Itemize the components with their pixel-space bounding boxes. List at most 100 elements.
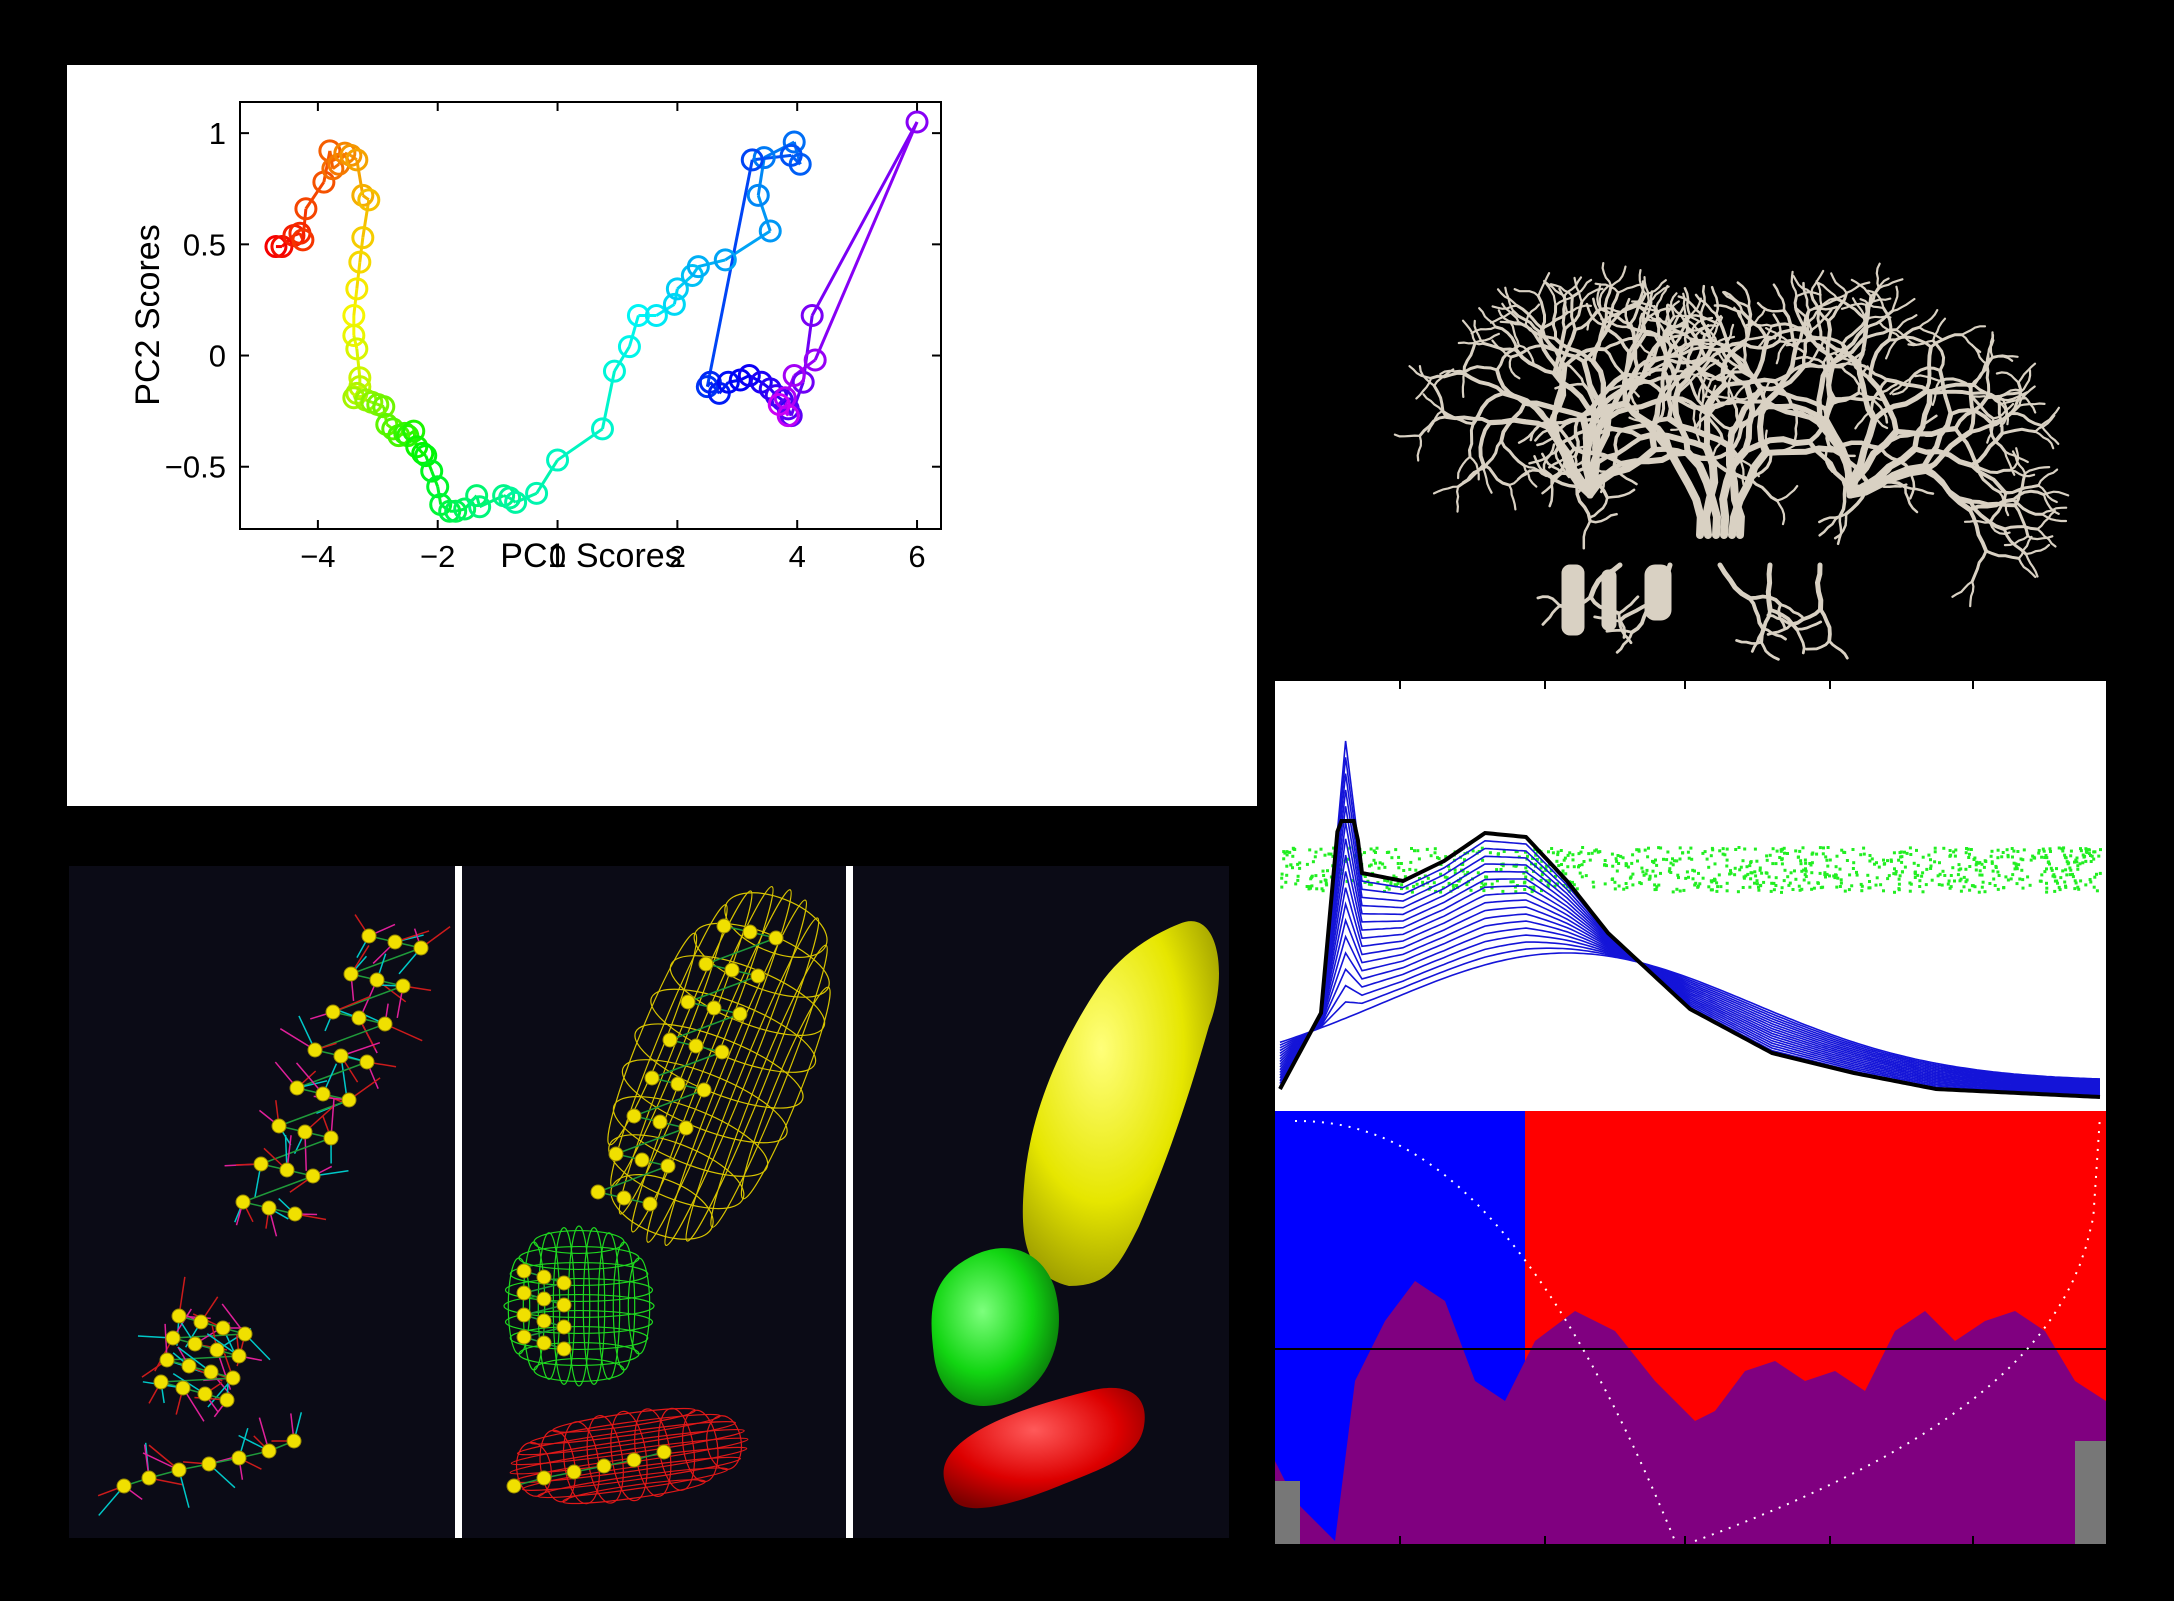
vessel-branch — [1703, 410, 1725, 443]
scatter-dot — [1875, 861, 1878, 865]
scatter-dot — [1738, 868, 1742, 872]
trajectory-segment — [705, 159, 754, 387]
scatter-dot — [1840, 848, 1844, 852]
vessel-branch — [1677, 354, 1708, 378]
scatter-dot — [1908, 846, 1912, 850]
scatter-dot — [2011, 855, 2014, 859]
scatter-dot — [1779, 849, 1783, 853]
scatter-dot — [1285, 873, 1289, 877]
vessel-branch — [1664, 320, 1683, 353]
trajectory-segment — [304, 181, 326, 210]
vessel-branch — [1806, 339, 1825, 366]
vessel-branch — [1766, 613, 1793, 626]
scatter-dot — [1439, 872, 1443, 876]
vessel-branch — [1496, 288, 1519, 307]
scatter-dot — [1942, 846, 1946, 850]
scatter-dot — [1305, 885, 1309, 888]
medial-atom — [642, 1196, 658, 1212]
vessel-branch — [1494, 325, 1519, 352]
scatter-dot — [2077, 887, 2081, 891]
scatter-dot — [1389, 881, 1393, 885]
scatter-dot — [1780, 886, 1784, 890]
vessel-branch — [2034, 430, 2055, 450]
scatter-dot — [1898, 851, 1902, 855]
wireframe-ring — [627, 1257, 651, 1355]
scatter-dot — [1562, 858, 1566, 862]
vessel-branch — [1816, 362, 1832, 427]
x-tick-label: −2 — [420, 539, 455, 574]
scatter-dot — [1821, 852, 1825, 856]
scatter-dot — [1685, 870, 1689, 874]
vessel-branch — [1587, 496, 1609, 519]
trajectory-segment — [424, 455, 434, 472]
scatter-dot — [1369, 883, 1373, 887]
medial-atom — [231, 1348, 247, 1364]
scatter-dot — [1376, 881, 1380, 885]
scatter-dot — [1582, 860, 1586, 863]
skeleton-edge — [166, 1355, 240, 1361]
vessel-branch — [1779, 603, 1804, 619]
scatter-dot — [1298, 861, 1302, 865]
scatter-dot — [1377, 866, 1381, 870]
skeleton-edge — [350, 947, 422, 975]
scatter-dot — [1482, 883, 1486, 887]
medial-atom — [307, 1042, 323, 1058]
vessel-stem — [1601, 569, 1617, 631]
medial-atom — [716, 918, 732, 934]
wireframe-ring — [612, 1096, 769, 1177]
scatter-dot — [1990, 861, 1994, 865]
vessel-branch — [1747, 596, 1765, 631]
scatter-dot — [1544, 864, 1548, 868]
trajectory-segment — [361, 194, 370, 202]
scatter-dot — [2001, 851, 2005, 854]
medial-atom — [153, 1374, 169, 1390]
scatter-dot — [1319, 880, 1323, 884]
scatter-dot — [1638, 881, 1642, 885]
scatter-dot — [1959, 877, 1963, 881]
vessel-branch — [1765, 562, 1773, 613]
scatter-dot — [2079, 879, 2083, 883]
scatter-dot — [1622, 887, 1626, 891]
vessel-branch — [1628, 416, 1655, 427]
scatter-dot — [1781, 847, 1784, 851]
scatter-dot — [1624, 882, 1628, 885]
scatter-dot — [1980, 862, 1984, 866]
scatter-dot — [1452, 887, 1456, 890]
scatter-dot — [1825, 858, 1829, 862]
trajectory-segment — [810, 121, 919, 317]
vessel-branch — [1588, 512, 1618, 524]
vessel-branch — [2009, 381, 2023, 415]
vessel-branch — [1790, 270, 1798, 298]
scatter-dot — [1539, 878, 1543, 882]
scatter-dot — [1677, 876, 1680, 880]
scatter-dot — [1324, 882, 1328, 885]
vessel-branch — [1893, 425, 1959, 437]
vessel-branch — [1733, 306, 1750, 330]
vessel-branch — [1665, 315, 1676, 350]
vessel-branch — [1870, 397, 1889, 424]
scatter-dot — [1657, 846, 1661, 850]
scatter-dot — [1723, 853, 1727, 857]
scatter-dot — [1653, 888, 1657, 892]
vessel-branch — [1840, 365, 1862, 389]
scatter-dot — [1482, 889, 1486, 893]
scatter-dot — [1710, 888, 1714, 892]
scatter-dot — [2037, 849, 2041, 852]
vessel-branch — [1976, 465, 2012, 475]
vessel-branch — [1495, 368, 1527, 406]
vessel-branch — [1603, 347, 1627, 378]
medial-atom — [261, 1200, 277, 1216]
trajectory-segment — [672, 288, 679, 305]
scatter-dot — [1678, 857, 1682, 861]
scatter-dot — [1707, 885, 1711, 889]
scatter-dot — [1323, 878, 1327, 882]
scatter-dot — [1983, 890, 1987, 894]
medial-atom — [215, 1320, 231, 1336]
scatter-dot — [2019, 857, 2023, 861]
vessel-branch — [1598, 285, 1609, 310]
vessel-branch — [1548, 476, 1554, 508]
scatter-dot — [1938, 872, 1942, 876]
scatter-dot — [1725, 889, 1729, 893]
scatter-dot — [2095, 889, 2099, 893]
medial-atom — [261, 1443, 277, 1459]
